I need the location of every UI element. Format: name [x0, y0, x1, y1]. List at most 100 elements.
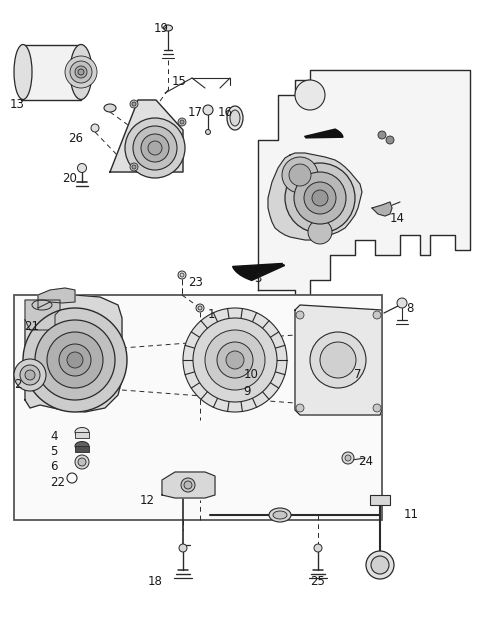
- Circle shape: [397, 298, 407, 308]
- Text: 13: 13: [10, 98, 25, 111]
- Ellipse shape: [230, 110, 240, 126]
- Circle shape: [181, 478, 195, 492]
- Circle shape: [378, 131, 386, 139]
- Circle shape: [67, 352, 83, 368]
- Polygon shape: [305, 129, 343, 138]
- Circle shape: [205, 130, 211, 135]
- Circle shape: [196, 304, 204, 312]
- Circle shape: [75, 66, 87, 78]
- Ellipse shape: [164, 25, 172, 31]
- Bar: [75, 432, 89, 438]
- Text: 16: 16: [218, 106, 233, 119]
- Circle shape: [133, 126, 177, 170]
- Circle shape: [295, 80, 325, 110]
- Circle shape: [320, 342, 356, 378]
- Circle shape: [314, 544, 322, 552]
- Polygon shape: [38, 288, 75, 308]
- Text: 2: 2: [14, 378, 22, 391]
- Bar: [370, 495, 390, 505]
- Circle shape: [132, 102, 136, 106]
- Text: 23: 23: [188, 276, 203, 289]
- Bar: [21, 45, 81, 100]
- Circle shape: [47, 332, 103, 388]
- Circle shape: [304, 182, 336, 214]
- Circle shape: [14, 359, 46, 391]
- Circle shape: [217, 342, 253, 378]
- Ellipse shape: [14, 45, 32, 100]
- Circle shape: [180, 273, 184, 277]
- Polygon shape: [25, 295, 122, 412]
- Circle shape: [308, 220, 332, 244]
- Ellipse shape: [75, 441, 89, 451]
- Bar: [75, 446, 89, 452]
- Text: 22: 22: [50, 476, 65, 489]
- Text: 7: 7: [354, 368, 361, 381]
- Ellipse shape: [104, 104, 116, 112]
- Circle shape: [25, 370, 35, 380]
- Circle shape: [130, 100, 138, 108]
- Circle shape: [75, 455, 89, 469]
- Circle shape: [184, 481, 192, 489]
- Ellipse shape: [269, 508, 291, 522]
- Text: 26: 26: [68, 132, 83, 145]
- Text: 18: 18: [148, 575, 163, 588]
- Circle shape: [148, 141, 162, 155]
- Polygon shape: [25, 300, 60, 330]
- Text: 21: 21: [24, 320, 39, 333]
- Text: 17: 17: [188, 106, 203, 119]
- Circle shape: [132, 165, 136, 169]
- Circle shape: [294, 172, 346, 224]
- Text: 6: 6: [50, 460, 58, 473]
- Bar: [14, 295, 382, 520]
- Circle shape: [296, 404, 304, 412]
- Text: 8: 8: [406, 302, 413, 315]
- Circle shape: [310, 332, 366, 388]
- Circle shape: [296, 311, 304, 319]
- Circle shape: [141, 134, 169, 162]
- Text: 19: 19: [154, 22, 169, 35]
- Circle shape: [282, 157, 318, 193]
- Ellipse shape: [32, 300, 52, 310]
- Circle shape: [130, 163, 138, 171]
- Text: 4: 4: [50, 430, 58, 443]
- Circle shape: [226, 351, 244, 369]
- Circle shape: [205, 330, 265, 390]
- Circle shape: [193, 318, 277, 402]
- Polygon shape: [110, 100, 183, 172]
- Circle shape: [180, 120, 184, 124]
- Circle shape: [373, 404, 381, 412]
- Circle shape: [178, 271, 186, 279]
- Polygon shape: [268, 153, 362, 240]
- Circle shape: [35, 320, 115, 400]
- Circle shape: [59, 344, 91, 376]
- Circle shape: [386, 136, 394, 144]
- Circle shape: [179, 544, 187, 552]
- Text: 10: 10: [244, 368, 259, 381]
- Text: 3: 3: [254, 272, 262, 285]
- Circle shape: [312, 190, 328, 206]
- Ellipse shape: [227, 106, 243, 130]
- Circle shape: [183, 308, 287, 412]
- Polygon shape: [372, 202, 392, 216]
- Circle shape: [77, 164, 86, 172]
- Circle shape: [366, 551, 394, 579]
- Circle shape: [78, 69, 84, 75]
- Circle shape: [345, 455, 351, 461]
- Circle shape: [91, 124, 99, 132]
- Text: 20: 20: [62, 172, 77, 185]
- Circle shape: [373, 311, 381, 319]
- Text: 9: 9: [243, 385, 251, 398]
- Circle shape: [23, 308, 127, 412]
- Ellipse shape: [273, 511, 287, 519]
- Circle shape: [371, 556, 389, 574]
- Text: 11: 11: [404, 508, 419, 521]
- Polygon shape: [162, 472, 215, 498]
- Ellipse shape: [75, 428, 89, 436]
- Text: 15: 15: [172, 75, 187, 88]
- Circle shape: [125, 118, 185, 178]
- Polygon shape: [233, 263, 285, 280]
- Circle shape: [342, 452, 354, 464]
- Circle shape: [70, 61, 92, 83]
- Polygon shape: [258, 70, 470, 295]
- Text: 24: 24: [358, 455, 373, 468]
